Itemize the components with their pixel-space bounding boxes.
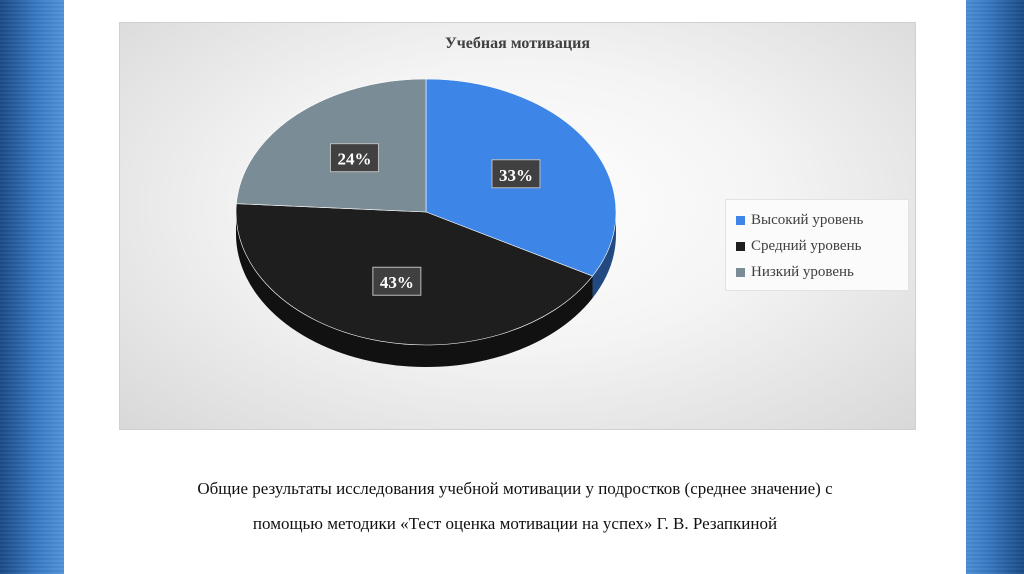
data-label-medium-box <box>372 266 422 296</box>
legend-swatch-high <box>736 215 745 225</box>
legend-item-medium: Средний уровень <box>736 236 861 256</box>
data-label-low: 24% <box>329 143 379 173</box>
caption-line-1: Общие результаты исследования учебной мо… <box>197 479 833 498</box>
chart-title: Учебная мотивация <box>444 35 591 52</box>
legend-label-medium: Средний уровень <box>751 237 862 254</box>
data-label-high-text: 33% <box>499 166 533 185</box>
data-label-low-box <box>329 143 379 173</box>
pie-slice-medium-side <box>236 212 593 368</box>
legend-label-high: Высокий уровень <box>751 211 864 228</box>
data-label-low-text: 24% <box>337 150 371 169</box>
pie-chart: 33% 43% 24% <box>235 78 617 368</box>
right-blue-border <box>960 0 1024 574</box>
pie-side-walls <box>236 212 616 368</box>
pie-slice-high-side <box>592 212 616 299</box>
slide: Учебная мотивация 33% 43% 24% Высокий уров… <box>64 0 966 574</box>
left-blue-border <box>0 0 64 574</box>
legend-swatch-medium <box>736 241 745 251</box>
data-label-medium: 43% <box>372 266 422 296</box>
legend-item-low: Низкий уровень <box>736 262 854 282</box>
data-label-high-box <box>491 159 541 189</box>
chart-area: Учебная мотивация 33% 43% 24% Высокий уров… <box>119 22 916 430</box>
legend-label-low: Низкий уровень <box>751 263 854 280</box>
legend-swatch-low <box>736 267 745 277</box>
chart-legend: Высокий уровень Средний уровень Низкий у… <box>725 199 909 291</box>
data-label-high: 33% <box>491 159 541 189</box>
caption-line-2: помощью методики «Тест оценка мотивации … <box>252 514 778 533</box>
data-label-medium-text: 43% <box>380 273 414 292</box>
legend-item-high: Высокий уровень <box>736 210 863 230</box>
